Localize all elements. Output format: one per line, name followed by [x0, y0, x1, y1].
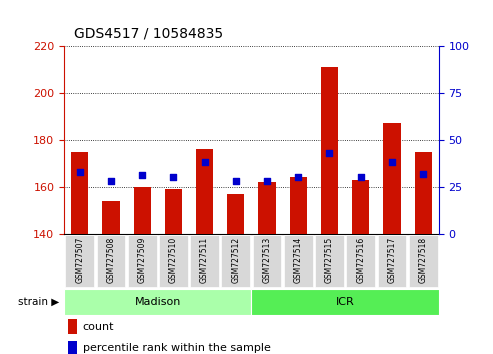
Bar [221, 235, 250, 287]
Bar [284, 235, 313, 287]
Point [419, 171, 427, 176]
Text: GSM727517: GSM727517 [387, 236, 396, 282]
Text: GSM727518: GSM727518 [419, 236, 427, 282]
Text: GSM727514: GSM727514 [294, 236, 303, 282]
Text: GSM727513: GSM727513 [263, 236, 272, 282]
Text: GSM727508: GSM727508 [106, 236, 115, 282]
Bar [251, 289, 439, 315]
Bar [315, 235, 344, 287]
Text: GSM727509: GSM727509 [138, 236, 146, 283]
Bar [321, 67, 338, 234]
Bar [103, 201, 119, 234]
Bar [159, 235, 188, 287]
Text: GSM727510: GSM727510 [169, 236, 178, 282]
Text: GDS4517 / 10584835: GDS4517 / 10584835 [74, 27, 223, 41]
Text: percentile rank within the sample: percentile rank within the sample [83, 343, 271, 353]
Text: GSM727507: GSM727507 [75, 236, 84, 283]
Bar [97, 235, 125, 287]
Bar [258, 182, 276, 234]
Bar [378, 235, 406, 287]
Point [357, 175, 365, 180]
Point [294, 175, 302, 180]
Bar [384, 124, 400, 234]
Point [107, 178, 115, 184]
Bar [196, 149, 213, 234]
Bar [415, 152, 432, 234]
Text: GSM727515: GSM727515 [325, 236, 334, 282]
Point [201, 160, 209, 165]
Point [138, 173, 146, 178]
Bar [64, 289, 251, 315]
Point [232, 178, 240, 184]
Bar [290, 177, 307, 234]
Bar [165, 189, 182, 234]
Text: ICR: ICR [336, 297, 354, 307]
Bar [347, 235, 375, 287]
Point [170, 175, 177, 180]
Bar [68, 341, 77, 354]
Point [76, 169, 84, 175]
Bar [190, 235, 219, 287]
Bar [253, 235, 282, 287]
Bar [227, 194, 245, 234]
Bar [66, 235, 94, 287]
Bar [128, 235, 156, 287]
Text: Madison: Madison [135, 297, 181, 307]
Point [388, 160, 396, 165]
Text: GSM727511: GSM727511 [200, 236, 209, 282]
Bar [134, 187, 151, 234]
Bar [68, 319, 77, 334]
Text: GSM727512: GSM727512 [231, 236, 240, 282]
Text: count: count [83, 322, 114, 332]
Bar [352, 180, 369, 234]
Text: strain ▶: strain ▶ [18, 297, 59, 307]
Point [263, 178, 271, 184]
Text: GSM727516: GSM727516 [356, 236, 365, 282]
Bar [71, 152, 88, 234]
Point [325, 150, 333, 156]
Bar [409, 235, 437, 287]
